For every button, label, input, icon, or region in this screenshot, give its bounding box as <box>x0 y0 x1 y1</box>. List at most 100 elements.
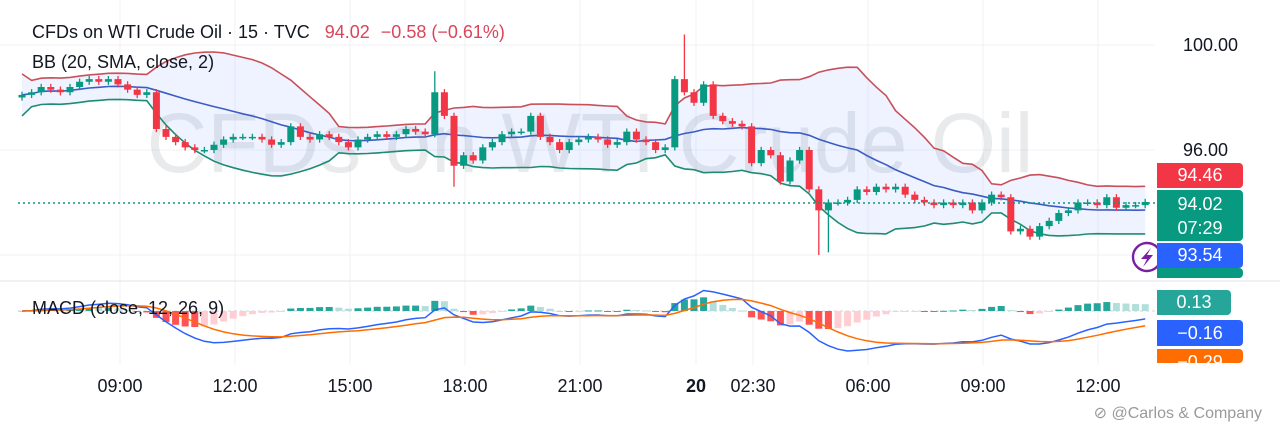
time-tick: 18:00 <box>442 376 488 396</box>
link-icon: ⊘ <box>1093 405 1112 422</box>
candle-body <box>546 136 554 143</box>
bb-legend[interactable]: BB (20, SMA, close, 2) <box>32 52 215 72</box>
candle-body <box>565 142 573 150</box>
candle-body <box>911 194 919 200</box>
histogram-bar <box>1064 307 1072 311</box>
histogram-bar <box>824 311 832 330</box>
histogram-bar <box>949 310 957 312</box>
candle-body <box>872 186 880 192</box>
macd-legend[interactable]: MACD (close, 12, 26, 9) <box>32 298 225 318</box>
candle-body <box>978 202 986 211</box>
histogram-bar <box>220 311 228 322</box>
histogram-bar <box>239 311 247 317</box>
candle-body <box>1074 202 1082 211</box>
candle-body <box>863 189 871 192</box>
candle-body <box>680 79 688 93</box>
histogram-bar <box>1084 303 1092 311</box>
candle-body <box>642 139 650 143</box>
candle-body <box>690 92 698 103</box>
candle-body <box>1064 210 1072 213</box>
candle-body <box>200 150 208 152</box>
histogram-bar <box>527 305 535 311</box>
candle-body <box>229 136 237 140</box>
histogram-bar <box>623 309 631 311</box>
time-tick: 09:00 <box>960 376 1006 396</box>
candle-body <box>1026 228 1034 237</box>
histogram-bar <box>1055 309 1063 311</box>
credit-text: @Carlos & Company <box>1111 405 1262 422</box>
time-tick: 06:00 <box>845 376 891 396</box>
histogram-bar <box>671 303 679 311</box>
candle-body <box>748 126 756 164</box>
histogram-bar <box>920 311 928 312</box>
candle-body <box>1016 228 1024 232</box>
candle-body <box>757 150 765 164</box>
histogram-bar <box>440 301 448 311</box>
candle-body <box>172 136 180 143</box>
histogram-bar <box>85 307 93 311</box>
candle-body <box>133 89 141 95</box>
bb-lower-line <box>21 98 1146 237</box>
candle-body <box>824 202 832 211</box>
histogram-bar <box>76 308 84 311</box>
time-tick: 21:00 <box>557 376 603 396</box>
histogram-bar <box>383 306 391 311</box>
candle-body <box>460 155 468 166</box>
histogram-bar <box>1074 305 1082 311</box>
bb-lower-tag: 93.54 <box>1157 243 1243 268</box>
candle-body <box>661 147 669 150</box>
histogram-bar <box>421 306 429 311</box>
histogram-bar <box>911 311 919 312</box>
histogram-bar <box>114 308 122 311</box>
candle-body <box>844 199 852 203</box>
signal-tag: −0.29 <box>1157 349 1243 363</box>
histogram-bar <box>373 306 381 311</box>
histogram-bar <box>575 311 583 312</box>
symbol-legend[interactable]: CFDs on WTI Crude Oil · 15 · TVC 94.02 −… <box>32 22 505 43</box>
candle-body <box>1132 205 1140 207</box>
histogram-bar <box>786 311 794 325</box>
candle-body <box>95 79 103 82</box>
histogram-bar <box>642 310 650 312</box>
last-price-tag: 94.02 07:29 <box>1157 190 1243 241</box>
histogram-bar <box>748 311 756 318</box>
histogram-bar <box>306 307 314 311</box>
histogram-bar <box>546 308 554 311</box>
candle-body <box>277 142 285 145</box>
candle-body <box>450 115 458 166</box>
histogram-bar <box>469 311 477 315</box>
histogram-tag: 0.13 <box>1157 290 1231 315</box>
histogram-bar <box>584 310 592 312</box>
candle-body <box>364 136 372 140</box>
histogram-bar <box>863 311 871 320</box>
histogram-bar <box>258 311 266 313</box>
histogram-bar <box>517 308 525 311</box>
histogram-bar <box>162 311 170 323</box>
candle-body <box>220 139 228 145</box>
candle-body <box>700 84 708 103</box>
histogram-bar <box>210 311 218 325</box>
candle-body <box>709 84 717 116</box>
candles <box>18 34 1149 255</box>
candle-body <box>556 142 564 150</box>
time-tick: 15:00 <box>327 376 373 396</box>
histogram-bar <box>18 311 26 312</box>
candle-body <box>296 126 304 137</box>
histogram-bar <box>892 311 900 313</box>
candle-body <box>517 131 525 134</box>
histogram-bar <box>959 309 967 311</box>
candle-body <box>882 186 890 190</box>
candle-body <box>479 147 487 161</box>
time-tick: 12:00 <box>212 376 258 396</box>
candle-body <box>47 87 55 90</box>
candle-body <box>1141 201 1149 206</box>
histogram-bar <box>508 309 516 311</box>
histogram-bar <box>1103 302 1111 311</box>
histogram-bar <box>124 310 132 312</box>
lightning-icon <box>1141 248 1153 267</box>
histogram-bar <box>815 311 823 329</box>
histogram-bar <box>556 310 564 312</box>
candle-body <box>901 186 909 195</box>
histogram-bar <box>978 308 986 311</box>
